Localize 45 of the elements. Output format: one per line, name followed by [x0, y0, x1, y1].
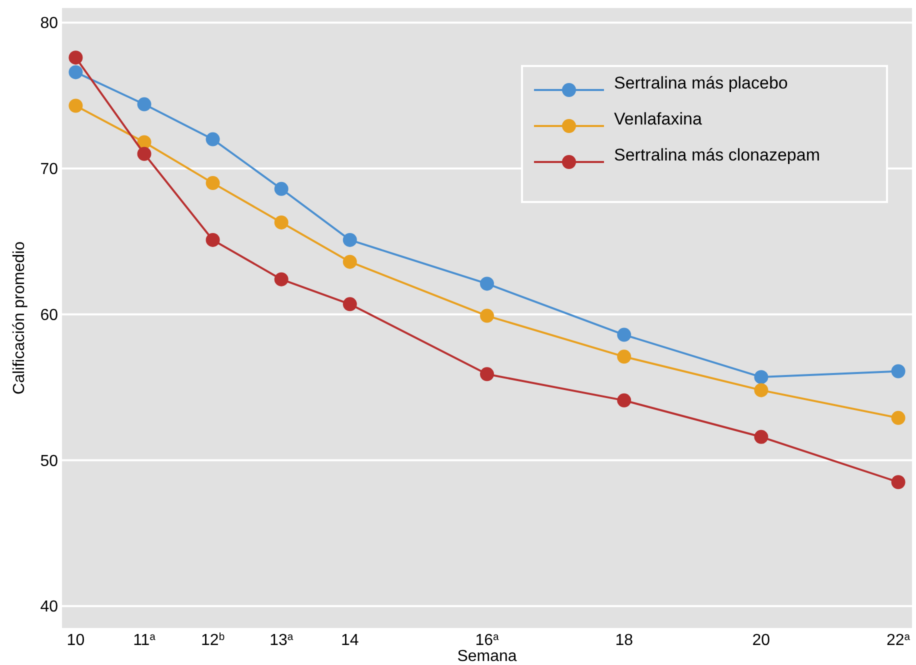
point	[68, 98, 83, 113]
point	[342, 254, 357, 269]
x-tick-label: 16$^{a}$	[475, 632, 500, 649]
y-tick-label: 50	[40, 452, 58, 470]
point	[206, 132, 220, 146]
y-tick-label: 80	[40, 15, 58, 32]
legend-label: Sertralina más placebo	[614, 73, 788, 92]
point	[274, 272, 288, 286]
point	[137, 146, 152, 161]
point	[754, 370, 768, 384]
x-tick-label: 18	[615, 632, 634, 649]
point	[137, 97, 152, 112]
y-axis-title: Calificación promedio	[11, 241, 28, 394]
point	[891, 475, 906, 490]
point	[68, 65, 83, 80]
point	[891, 364, 906, 378]
x-tick-label: 10	[66, 632, 85, 649]
y-tick-label: 60	[40, 306, 58, 324]
point	[480, 308, 494, 323]
point	[342, 232, 357, 247]
point	[891, 410, 906, 425]
point	[342, 297, 357, 312]
point	[206, 232, 220, 247]
x-tick-label: 20	[752, 632, 770, 649]
point	[206, 176, 220, 190]
x-axis-title: Semana	[457, 648, 517, 665]
x-tick-label: 13$^{a}$	[270, 632, 294, 649]
y-tick-label: 40	[40, 598, 58, 616]
x-tick-label: 11$^{a}$	[133, 632, 156, 649]
legend-label: Sertralina más clonazepam	[614, 145, 820, 164]
point	[274, 215, 288, 230]
x-tick-label: 14	[341, 632, 359, 649]
legend-label: Venlafaxina	[614, 109, 702, 128]
point	[617, 393, 632, 408]
point	[617, 328, 632, 342]
y-tick-label: 70	[40, 161, 58, 178]
point	[274, 182, 288, 196]
point	[617, 350, 632, 364]
x-tick-label: 12$^{b}$	[201, 632, 225, 649]
point	[754, 383, 768, 398]
point	[68, 50, 83, 65]
point	[480, 276, 494, 291]
x-tick-label: 22$^{a}$	[886, 632, 910, 649]
point	[754, 430, 768, 444]
point	[480, 367, 494, 382]
